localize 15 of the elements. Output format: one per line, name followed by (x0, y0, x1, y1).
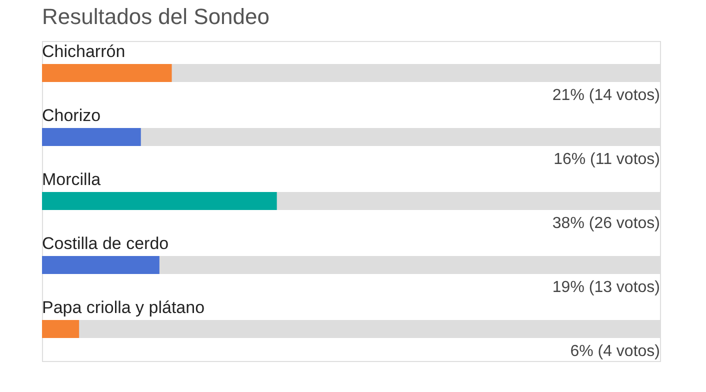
y-tick-label: Papa criolla y plátano (42, 298, 205, 317)
chart-title: Resultados del Sondeo (42, 4, 270, 29)
data-label: 19% (13 votos) (552, 279, 660, 296)
y-tick-label: Chicharrón (42, 42, 126, 61)
data-label: 38% (26 votos) (552, 215, 660, 232)
bar (42, 256, 160, 274)
data-label: 21% (14 votos) (552, 87, 660, 104)
data-label: 16% (11 votos) (554, 151, 660, 168)
y-tick-label: Costilla de cerdo (42, 234, 169, 253)
bar (42, 64, 172, 82)
bar (42, 128, 141, 146)
y-tick-label: Morcilla (42, 170, 102, 189)
y-tick-label: Chorizo (42, 106, 101, 125)
bar (42, 320, 80, 338)
data-label: 6% (4 votos) (570, 343, 660, 360)
